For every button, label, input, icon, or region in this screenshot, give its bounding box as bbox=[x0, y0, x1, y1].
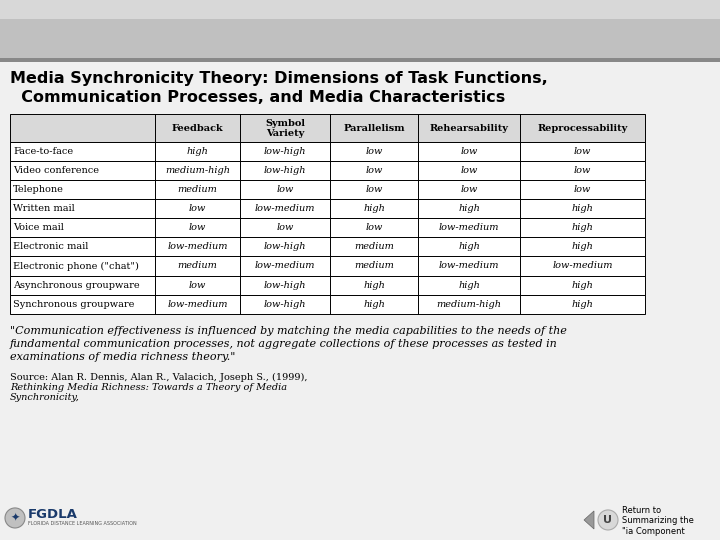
Text: Feedback: Feedback bbox=[171, 124, 223, 133]
Circle shape bbox=[5, 508, 25, 528]
Text: low: low bbox=[365, 166, 383, 176]
Text: high: high bbox=[458, 280, 480, 289]
Bar bbox=[10, 294, 645, 314]
Text: high: high bbox=[363, 300, 385, 308]
Text: low: low bbox=[460, 166, 477, 176]
Text: Media Synchronicity Theory: Dimensions of Task Functions,: Media Synchronicity Theory: Dimensions o… bbox=[10, 71, 548, 86]
Text: Rehearsability: Rehearsability bbox=[430, 124, 508, 133]
Bar bbox=[10, 256, 645, 275]
Bar bbox=[10, 199, 645, 218]
Text: high: high bbox=[572, 242, 593, 252]
Text: FLORIDA DISTANCE LEARNING ASSOCIATION: FLORIDA DISTANCE LEARNING ASSOCIATION bbox=[28, 522, 137, 526]
Text: high: high bbox=[572, 224, 593, 232]
Text: low-medium: low-medium bbox=[167, 300, 228, 308]
Text: low: low bbox=[574, 166, 591, 176]
Bar bbox=[0, 0, 720, 18]
Text: Electronic phone ("chat"): Electronic phone ("chat") bbox=[13, 261, 139, 271]
Circle shape bbox=[598, 510, 618, 530]
Text: medium: medium bbox=[178, 261, 217, 271]
Text: fundamental communication processes, not aggregate collections of these processe: fundamental communication processes, not… bbox=[10, 339, 558, 349]
Bar bbox=[0, 58, 720, 62]
Polygon shape bbox=[584, 511, 594, 529]
Text: low-medium: low-medium bbox=[255, 261, 315, 271]
Bar bbox=[10, 114, 645, 142]
Text: Asynchronous groupware: Asynchronous groupware bbox=[13, 280, 140, 289]
Text: low-medium: low-medium bbox=[255, 204, 315, 213]
Text: high: high bbox=[458, 242, 480, 252]
Text: medium-high: medium-high bbox=[165, 166, 230, 176]
Text: low: low bbox=[189, 204, 206, 213]
Text: Parallelism: Parallelism bbox=[343, 124, 405, 133]
Text: Communication Processes, and Media Characteristics: Communication Processes, and Media Chara… bbox=[10, 90, 505, 105]
Text: Return to
Summarizing the
"ia Component: Return to Summarizing the "ia Component bbox=[622, 506, 694, 536]
Text: Source: Alan R. Dennis, Alan R., Valacich, Joseph S., (1999),: Source: Alan R. Dennis, Alan R., Valacic… bbox=[10, 373, 310, 382]
Text: low-medium: low-medium bbox=[438, 261, 499, 271]
Text: high: high bbox=[572, 300, 593, 308]
Bar bbox=[10, 218, 645, 238]
Text: "Communication effectiveness is influenced by matching the media capabilities to: "Communication effectiveness is influenc… bbox=[10, 326, 567, 335]
Text: Voice mail: Voice mail bbox=[13, 224, 64, 232]
Text: low: low bbox=[276, 224, 294, 232]
Text: low-medium: low-medium bbox=[438, 224, 499, 232]
Bar bbox=[10, 275, 645, 294]
Text: Telephone: Telephone bbox=[13, 185, 64, 194]
Text: high: high bbox=[363, 204, 385, 213]
Text: Written mail: Written mail bbox=[13, 204, 75, 213]
Text: low-high: low-high bbox=[264, 166, 306, 176]
Text: medium-high: medium-high bbox=[436, 300, 502, 308]
Text: Synchronous groupware: Synchronous groupware bbox=[13, 300, 135, 308]
Text: high: high bbox=[572, 204, 593, 213]
Text: high: high bbox=[363, 280, 385, 289]
Text: low-high: low-high bbox=[264, 147, 306, 156]
Text: low: low bbox=[460, 185, 477, 194]
Text: low: low bbox=[189, 280, 206, 289]
Text: examinations of media richness theory.": examinations of media richness theory." bbox=[10, 352, 235, 362]
Text: low-high: low-high bbox=[264, 300, 306, 308]
Text: low: low bbox=[574, 185, 591, 194]
Text: low: low bbox=[365, 147, 383, 156]
Text: low: low bbox=[189, 224, 206, 232]
Text: low-medium: low-medium bbox=[167, 242, 228, 252]
Text: medium: medium bbox=[178, 185, 217, 194]
Text: Rethinking Media Richness: Towards a Theory of Media: Rethinking Media Richness: Towards a The… bbox=[10, 383, 287, 391]
Text: medium: medium bbox=[354, 242, 394, 252]
Text: low-high: low-high bbox=[264, 280, 306, 289]
Text: Video conference: Video conference bbox=[13, 166, 99, 176]
Text: Face-to-face: Face-to-face bbox=[13, 147, 73, 156]
Text: FGDLA: FGDLA bbox=[28, 509, 78, 522]
Text: Synchronicity,: Synchronicity, bbox=[10, 393, 80, 402]
Text: high: high bbox=[572, 280, 593, 289]
Text: low: low bbox=[460, 147, 477, 156]
Text: low: low bbox=[365, 185, 383, 194]
Text: low-high: low-high bbox=[264, 242, 306, 252]
Text: Symbol
Variety: Symbol Variety bbox=[265, 118, 305, 138]
Text: low-medium: low-medium bbox=[552, 261, 613, 271]
Text: high: high bbox=[458, 204, 480, 213]
Bar bbox=[10, 180, 645, 199]
Bar bbox=[10, 142, 645, 161]
Text: low: low bbox=[276, 185, 294, 194]
Text: U: U bbox=[603, 515, 613, 525]
Bar bbox=[10, 238, 645, 256]
Text: medium: medium bbox=[354, 261, 394, 271]
Text: high: high bbox=[186, 147, 208, 156]
Text: ✦: ✦ bbox=[10, 513, 19, 523]
Bar bbox=[10, 161, 645, 180]
Text: low: low bbox=[574, 147, 591, 156]
Text: low: low bbox=[365, 224, 383, 232]
Text: Reprocessability: Reprocessability bbox=[537, 124, 628, 133]
Text: Electronic mail: Electronic mail bbox=[13, 242, 89, 252]
